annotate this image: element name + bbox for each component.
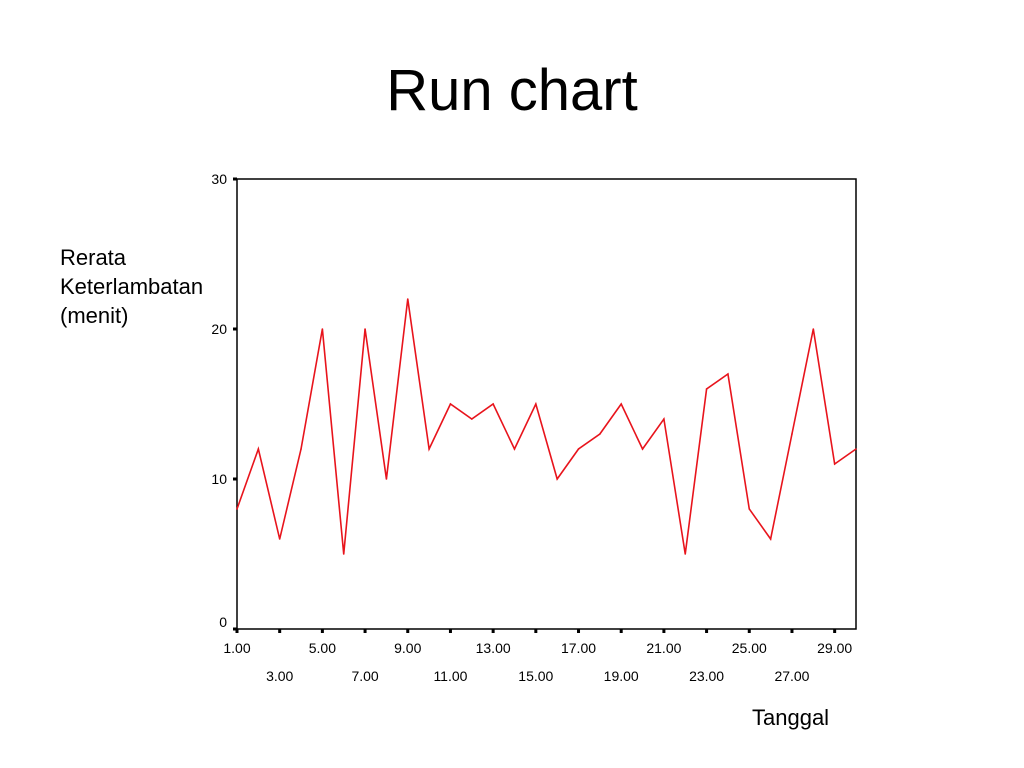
data-point bbox=[769, 538, 772, 540]
data-point bbox=[492, 403, 494, 405]
y-axis: 0 10 20 30 bbox=[211, 171, 237, 631]
y-axis-label-line-1: Rerata bbox=[60, 245, 127, 270]
data-point bbox=[236, 508, 238, 510]
data-point bbox=[791, 433, 793, 435]
y-axis-label: Rerata Keterlambatan (menit) bbox=[60, 243, 203, 330]
data-point bbox=[663, 418, 665, 420]
data-point bbox=[385, 478, 388, 480]
y-tick-label: 30 bbox=[211, 171, 227, 187]
data-point bbox=[727, 373, 729, 375]
x-tick-label: 19.00 bbox=[604, 668, 639, 684]
x-axis-label: Tanggal bbox=[752, 705, 830, 730]
data-point bbox=[855, 448, 857, 450]
x-tick-label: 9.00 bbox=[394, 640, 421, 656]
x-axis: 1.00 5.00 9.00 13.00 17.00 21.00 25.00 29.00 3.0… bbox=[223, 629, 852, 684]
data-point bbox=[513, 448, 516, 450]
data-point bbox=[321, 328, 324, 330]
data-point bbox=[257, 448, 260, 450]
x-tick-label: 15.00 bbox=[518, 668, 553, 684]
data-point bbox=[599, 433, 601, 435]
y-tick-label: 20 bbox=[211, 321, 227, 337]
x-tick-label: 13.00 bbox=[476, 640, 511, 656]
data-point bbox=[556, 478, 558, 480]
data-point bbox=[641, 448, 644, 450]
y-axis-label-line-2: Keterlambatan bbox=[60, 274, 204, 299]
y-axis-label-line-3: (menit) bbox=[60, 303, 129, 328]
x-tick-label: 27.00 bbox=[774, 668, 809, 684]
data-point bbox=[535, 403, 537, 405]
series-line bbox=[236, 298, 857, 555]
y-tick-label: 0 bbox=[219, 614, 227, 630]
x-tick-label: 7.00 bbox=[351, 668, 378, 684]
data-point bbox=[833, 463, 836, 465]
data-point bbox=[406, 298, 409, 300]
series bbox=[236, 298, 857, 555]
data-point bbox=[300, 448, 302, 450]
data-point bbox=[449, 403, 452, 405]
plot-frame bbox=[236, 178, 857, 630]
x-tick-label: 23.00 bbox=[689, 668, 724, 684]
data-point bbox=[748, 508, 751, 510]
data-point bbox=[364, 328, 366, 330]
data-point bbox=[470, 418, 473, 420]
y-tick-label: 10 bbox=[211, 471, 227, 487]
data-point bbox=[684, 553, 687, 555]
x-tick-label: 29.00 bbox=[817, 640, 852, 656]
x-tick-label: 25.00 bbox=[732, 640, 767, 656]
data-point bbox=[620, 403, 623, 405]
data-point bbox=[278, 538, 281, 540]
data-point bbox=[342, 553, 345, 555]
x-tick-label: 5.00 bbox=[309, 640, 336, 656]
x-tick-label: 21.00 bbox=[646, 640, 681, 656]
data-point bbox=[705, 388, 708, 390]
x-tick-label: 11.00 bbox=[433, 668, 467, 684]
data-point bbox=[812, 328, 815, 330]
data-point bbox=[428, 448, 430, 450]
slide-title: Run chart bbox=[386, 58, 638, 123]
x-tick-label: 17.00 bbox=[561, 640, 596, 656]
x-tick-label: 3.00 bbox=[266, 668, 293, 684]
x-tick-label: 1.00 bbox=[223, 640, 250, 656]
data-point bbox=[577, 448, 580, 450]
